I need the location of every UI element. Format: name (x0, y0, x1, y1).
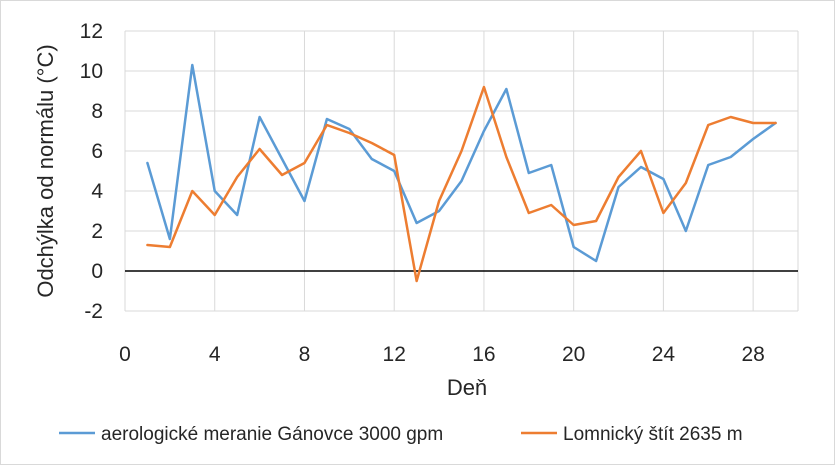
y-tick-label: 0 (91, 260, 103, 283)
legend-label-2: Lomnický štít 2635 m (563, 424, 743, 445)
series-line-2 (146, 85, 777, 283)
y-tick-label: 12 (80, 20, 103, 43)
x-tick-label: 12 (383, 343, 406, 366)
y-tick-labels: -2 0 2 4 6 8 10 12 (80, 20, 104, 323)
y-tick-label: -2 (84, 300, 103, 323)
x-tick-label: 8 (299, 343, 311, 366)
y-tick-label: 8 (91, 100, 103, 123)
x-tick-label: 20 (562, 343, 585, 366)
x-tick-label: 24 (652, 343, 676, 366)
series-line-1 (146, 63, 777, 263)
x-tick-label: 4 (209, 343, 221, 366)
y-tick-label: 2 (91, 220, 103, 243)
x-tick-label: 16 (472, 343, 495, 366)
x-tick-label: 0 (119, 343, 131, 366)
legend-label-1: aerologické meranie Gánovce 3000 gpm (101, 424, 443, 445)
series-lines (146, 63, 777, 283)
y-tick-label: 6 (91, 140, 103, 163)
x-tick-label: 28 (741, 343, 764, 366)
x-axis-title: Deň (447, 375, 487, 400)
legend: aerologické meranie Gánovce 3000 gpm Lomn… (59, 424, 743, 445)
gridlines (124, 30, 799, 312)
y-tick-label: 10 (80, 60, 103, 83)
y-tick-label: 4 (91, 180, 103, 203)
y-axis-title: Odchýlka od normálu (°C) (33, 44, 58, 297)
x-tick-labels: 0 4 8 12 16 20 24 28 (119, 343, 765, 366)
